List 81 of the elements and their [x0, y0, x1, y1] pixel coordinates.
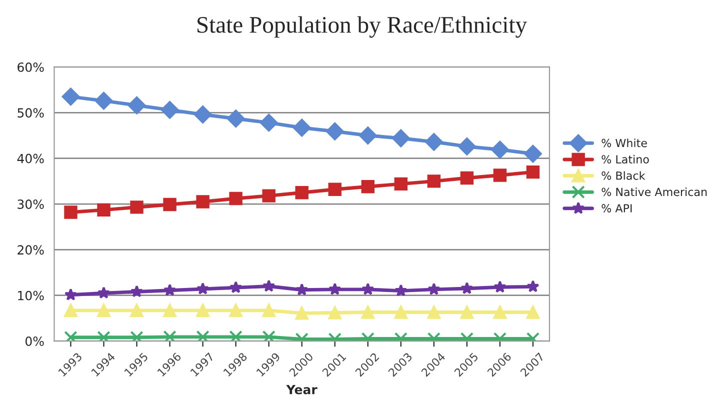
point	[460, 282, 474, 294]
legend-label: % Latino	[602, 154, 649, 164]
legend-label: % API	[602, 204, 632, 212]
point	[362, 282, 374, 295]
point	[494, 280, 506, 293]
point	[64, 304, 78, 318]
point	[130, 200, 144, 214]
point	[460, 171, 474, 185]
point	[163, 330, 176, 342]
point	[394, 306, 408, 319]
y-tick-label: 50%	[18, 108, 44, 118]
point	[163, 304, 176, 318]
point	[130, 330, 144, 342]
point	[260, 114, 278, 132]
point	[262, 189, 276, 202]
y-tick-label: 40%	[17, 154, 44, 164]
point	[394, 177, 408, 191]
point	[328, 282, 342, 295]
point	[64, 288, 78, 300]
y-tick-label: 10%	[18, 290, 44, 300]
point	[491, 140, 509, 159]
point	[427, 306, 441, 319]
point	[493, 168, 507, 182]
point	[526, 280, 540, 292]
point	[160, 101, 179, 119]
point	[97, 203, 110, 217]
point	[361, 180, 374, 194]
point	[64, 206, 78, 219]
point	[229, 330, 242, 342]
point	[196, 195, 210, 208]
y-tick-label: 20%	[18, 245, 44, 255]
point	[361, 306, 374, 319]
point	[328, 182, 342, 196]
point	[394, 284, 408, 296]
y-tick-label: 0%	[25, 336, 44, 346]
point	[458, 138, 476, 156]
point	[427, 174, 441, 188]
point	[97, 330, 110, 342]
point	[524, 144, 542, 163]
point	[493, 306, 507, 319]
point	[128, 96, 146, 114]
point	[196, 282, 210, 295]
point	[229, 192, 242, 206]
point	[97, 286, 110, 299]
point	[64, 330, 78, 342]
point	[295, 306, 308, 320]
point	[526, 165, 540, 179]
point	[358, 126, 377, 144]
point	[328, 306, 342, 320]
point	[292, 118, 311, 137]
point	[130, 285, 144, 298]
point	[163, 284, 176, 296]
point	[460, 306, 474, 319]
point	[392, 129, 410, 148]
point	[97, 304, 110, 318]
point	[130, 304, 144, 318]
point	[262, 330, 276, 342]
legend-label: % Native American	[602, 188, 707, 196]
point	[262, 304, 276, 318]
point	[226, 110, 245, 128]
point	[62, 88, 80, 106]
point	[229, 304, 242, 318]
point	[425, 132, 443, 151]
y-tick-label: 60%	[18, 62, 44, 72]
point	[326, 122, 344, 140]
point	[295, 186, 308, 200]
legend-label: % Black	[602, 171, 646, 180]
point	[196, 304, 210, 318]
x-axis-title: Year	[286, 384, 318, 394]
legend-label: % White	[602, 138, 647, 148]
point	[229, 281, 242, 294]
y-tick-label: 30%	[18, 199, 44, 209]
point	[196, 330, 210, 342]
point	[194, 106, 212, 124]
point	[163, 198, 176, 212]
chart-title: State Population by Race/Ethnicity	[198, 16, 527, 38]
point	[94, 92, 113, 110]
point	[428, 282, 440, 295]
point	[526, 306, 540, 319]
point	[262, 280, 276, 292]
point	[296, 283, 308, 296]
